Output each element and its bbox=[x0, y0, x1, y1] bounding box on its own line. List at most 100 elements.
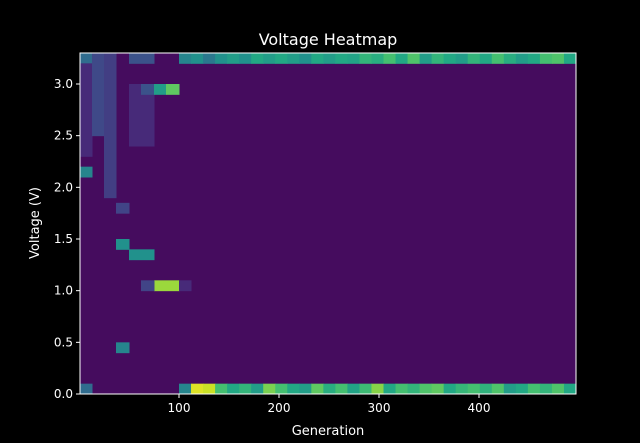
heatmap-cell bbox=[419, 53, 433, 64]
y-tick-label: 2.0 bbox=[54, 180, 73, 194]
heatmap-cell bbox=[287, 53, 300, 64]
heatmap-cell bbox=[443, 383, 457, 395]
heatmap-cell bbox=[347, 53, 360, 64]
heatmap-cell bbox=[154, 84, 167, 95]
heatmap-cell bbox=[129, 53, 155, 64]
heatmap-cell bbox=[431, 383, 445, 395]
heatmap-cell bbox=[359, 383, 372, 395]
heatmap-cell bbox=[141, 84, 155, 95]
heatmap-cell bbox=[239, 53, 252, 64]
y-axis-ticks: 0.0 0.5 1.0 1.5 2.0 2.5 3.0 bbox=[54, 77, 80, 401]
x-tick-label: 100 bbox=[168, 401, 191, 415]
y-tick-label: 1.0 bbox=[54, 284, 73, 298]
heatmap-cell bbox=[166, 84, 180, 95]
heatmap-cell bbox=[503, 53, 517, 64]
heatmap-cell bbox=[215, 383, 228, 395]
heatmap-cell bbox=[287, 383, 300, 395]
heatmap-cell bbox=[104, 53, 117, 199]
heatmap-cell bbox=[299, 383, 312, 395]
heatmap-cell bbox=[539, 53, 553, 64]
heatmap-cell bbox=[129, 249, 155, 261]
heatmap-cell bbox=[515, 53, 529, 64]
heatmap-cell bbox=[527, 53, 541, 64]
chart-title: Voltage Heatmap bbox=[259, 30, 398, 49]
heatmap-cell bbox=[359, 53, 372, 64]
heatmap-cell bbox=[179, 280, 192, 292]
heatmap-cell bbox=[116, 239, 130, 250]
y-tick-label: 3.0 bbox=[54, 77, 73, 91]
heatmap-cell bbox=[467, 53, 481, 64]
heatmap-cell bbox=[551, 383, 565, 395]
heatmap-cell bbox=[431, 53, 445, 64]
heatmap-cell bbox=[263, 53, 276, 64]
heatmap-cell bbox=[407, 383, 421, 395]
heatmap-cell bbox=[263, 383, 276, 395]
heatmap-cell bbox=[179, 53, 192, 64]
heatmap-cell bbox=[491, 383, 505, 395]
heatmap-cell bbox=[80, 166, 93, 178]
heatmap-cell bbox=[419, 383, 433, 395]
heatmap-cell bbox=[371, 383, 385, 395]
x-axis-label: Generation bbox=[292, 424, 365, 439]
heatmap-cell bbox=[323, 383, 336, 395]
heatmap-cell bbox=[80, 53, 577, 395]
heatmap-cell bbox=[227, 383, 240, 395]
heatmap-cell bbox=[92, 53, 105, 137]
x-tick-label: 400 bbox=[468, 401, 491, 415]
heatmap-cell bbox=[383, 53, 397, 64]
heatmap-cell bbox=[323, 53, 336, 64]
heatmap-cell bbox=[251, 383, 264, 395]
heatmap-cell bbox=[80, 383, 93, 395]
heatmap-cell bbox=[539, 383, 553, 395]
heatmap-cell bbox=[227, 53, 240, 64]
heatmap-cell bbox=[371, 53, 385, 64]
heatmap-cell bbox=[407, 53, 421, 64]
heatmap-cell bbox=[80, 63, 93, 157]
heatmap-cells bbox=[80, 53, 577, 395]
heatmap-cell bbox=[563, 53, 577, 64]
heatmap-cell bbox=[203, 53, 216, 64]
heatmap-cell bbox=[116, 202, 130, 214]
heatmap-cell bbox=[203, 383, 216, 395]
heatmap-cell bbox=[395, 383, 409, 395]
heatmap-cell bbox=[335, 53, 348, 64]
y-tick-label: 2.5 bbox=[54, 129, 73, 143]
heatmap-cell bbox=[335, 383, 348, 395]
heatmap-cell bbox=[116, 342, 130, 354]
heatmap-cell bbox=[251, 53, 264, 64]
heatmap-cell bbox=[191, 383, 204, 395]
heatmap-cell bbox=[479, 383, 493, 395]
heatmap-cell bbox=[275, 383, 288, 395]
heatmap-cell bbox=[179, 383, 192, 395]
heatmap-cell bbox=[239, 383, 252, 395]
heatmap-cell bbox=[503, 383, 517, 395]
heatmap-cell bbox=[467, 383, 481, 395]
y-tick-label: 0.0 bbox=[54, 387, 73, 401]
heatmap-cell bbox=[443, 53, 457, 64]
heatmap-cell bbox=[551, 53, 565, 64]
x-tick-label: 300 bbox=[368, 401, 391, 415]
heatmap-cell bbox=[455, 53, 469, 64]
x-axis-ticks: 100 200 300 400 bbox=[168, 394, 491, 415]
y-tick-label: 1.5 bbox=[54, 232, 73, 246]
heatmap-cell bbox=[515, 383, 529, 395]
heatmap-cell bbox=[491, 53, 505, 64]
heatmap-cell bbox=[479, 53, 493, 64]
y-tick-label: 0.5 bbox=[54, 335, 73, 349]
heatmap-cell bbox=[80, 53, 93, 64]
heatmap-cell bbox=[275, 53, 288, 64]
heatmap-cell bbox=[347, 383, 360, 395]
heatmap-cell bbox=[141, 280, 155, 292]
heatmap-cell bbox=[563, 383, 577, 395]
heatmap-cell bbox=[311, 383, 324, 395]
heatmap-cell bbox=[527, 383, 541, 395]
heatmap-cell bbox=[395, 53, 409, 64]
heatmap-cell bbox=[215, 53, 228, 64]
heatmap-cell bbox=[311, 53, 324, 64]
heatmap-cell bbox=[191, 53, 204, 64]
heatmap-cell bbox=[154, 280, 180, 292]
y-axis-label: Voltage (V) bbox=[28, 187, 43, 259]
heatmap-cell bbox=[299, 53, 312, 64]
x-tick-label: 200 bbox=[268, 401, 291, 415]
